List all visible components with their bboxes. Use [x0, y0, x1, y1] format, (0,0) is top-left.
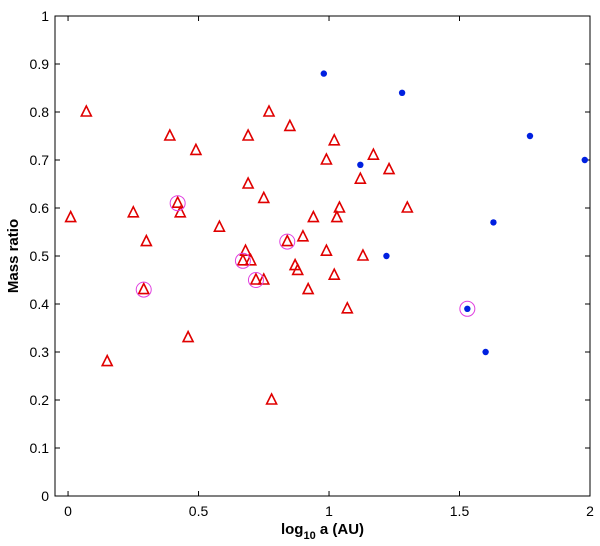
- triangle-point: [213, 219, 226, 232]
- x-tick-label: 2: [586, 503, 594, 519]
- triangle-point: [291, 262, 305, 276]
- x-axis-label-main: log: [281, 521, 304, 538]
- triangle-point: [296, 229, 310, 242]
- triangle-point: [244, 253, 258, 266]
- x-tick-label: 1: [325, 503, 333, 519]
- triangle-point: [382, 161, 396, 175]
- y-tick-label: 0.1: [30, 440, 50, 456]
- triangle-point: [137, 281, 151, 295]
- triangle-point: [257, 190, 271, 204]
- triangle-point: [265, 392, 278, 405]
- triangle-point: [241, 128, 255, 141]
- y-tick-label: 0: [41, 488, 49, 504]
- y-tick-label: 0.8: [30, 104, 50, 120]
- triangle-point: [181, 329, 195, 343]
- dot-point: [490, 219, 497, 226]
- circle-highlight: [169, 195, 186, 212]
- triangle-point: [239, 243, 252, 256]
- dot-point: [383, 252, 390, 260]
- triangle-point: [327, 267, 341, 281]
- circle-highlight: [459, 300, 476, 317]
- triangle-point: [367, 147, 380, 160]
- triangle-point: [189, 142, 203, 156]
- triangle-point: [340, 301, 354, 314]
- dot-point: [581, 156, 588, 164]
- circle-highlight: [234, 252, 251, 269]
- triangle-point: [173, 205, 187, 218]
- triangle-point: [283, 118, 297, 132]
- y-tick-label: 0.4: [30, 296, 50, 312]
- triangle-point: [241, 176, 255, 189]
- circle-highlight: [279, 233, 296, 250]
- triangle-point: [126, 205, 140, 218]
- triangle-point: [262, 104, 276, 117]
- triangle-point: [320, 152, 333, 165]
- y-tick-label: 0.7: [30, 152, 50, 168]
- triangle-point: [140, 233, 153, 247]
- x-axis-label: log10 a (AU): [281, 521, 364, 542]
- circle-highlight: [247, 272, 264, 288]
- y-tick-label: 0.2: [30, 392, 50, 408]
- y-tick-label: 1: [41, 8, 49, 24]
- triangle-point: [257, 272, 271, 285]
- y-tick-label: 0.9: [30, 56, 50, 72]
- triangle-point: [330, 209, 344, 223]
- plot-area-frame: [54, 15, 591, 497]
- x-tick-label: 0: [64, 503, 72, 519]
- x-axis-label-rest: a (AU): [316, 521, 364, 538]
- triangle-point: [307, 209, 320, 223]
- dot-point: [482, 348, 489, 356]
- triangle-point: [327, 133, 341, 146]
- x-tick-label: 0.5: [189, 503, 209, 519]
- triangle-point: [249, 272, 263, 285]
- triangle-point: [356, 248, 370, 261]
- triangle-point: [280, 233, 294, 247]
- y-tick-label: 0.5: [30, 248, 50, 264]
- dot-point: [398, 89, 406, 97]
- data-points: [64, 70, 588, 405]
- triangle-point: [333, 200, 346, 213]
- triangle-point: [301, 281, 315, 295]
- dot-point: [526, 132, 534, 140]
- triangle-point: [80, 104, 93, 117]
- y-tick-label: 0.3: [30, 344, 50, 360]
- x-axis-ticks: 0 0.5 1 1.5 2: [64, 16, 594, 519]
- dot-point: [464, 305, 471, 312]
- x-axis-label-subscript: 10: [303, 530, 315, 542]
- triangle-point: [100, 353, 114, 367]
- triangle-point: [320, 243, 333, 256]
- y-axis-ticks: 0 0.1 0.2 0.3 0.4 0.5 0.6 0.7 0.8 0.9 1: [30, 8, 590, 504]
- x-tick-label: 1.5: [450, 503, 470, 519]
- y-tick-label: 0.6: [30, 200, 50, 216]
- triangle-point: [354, 171, 367, 184]
- dot-point: [357, 161, 364, 168]
- triangle-point: [163, 128, 177, 141]
- y-axis-label: Mass ratio: [5, 219, 22, 293]
- triangle-point: [236, 253, 250, 266]
- triangle-point: [401, 200, 414, 213]
- triangle-point: [64, 209, 77, 223]
- dot-point: [320, 70, 328, 77]
- triangle-point: [171, 195, 184, 208]
- circle-highlight: [135, 281, 152, 298]
